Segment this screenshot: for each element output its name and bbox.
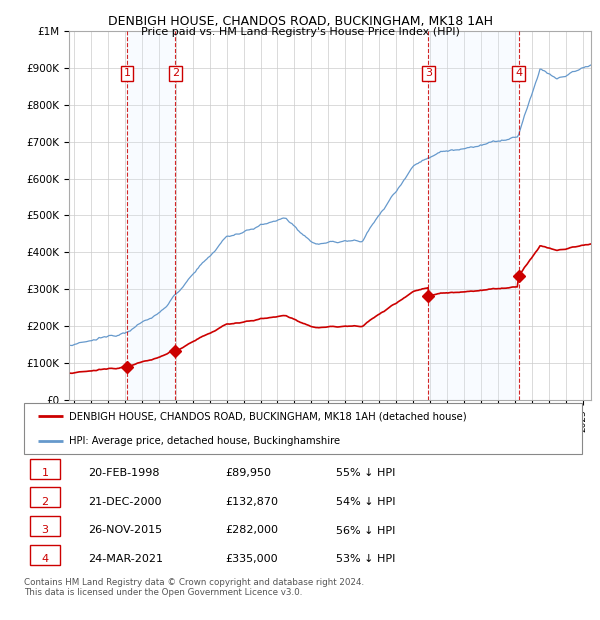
FancyBboxPatch shape <box>29 459 60 479</box>
Text: 56% ↓ HPI: 56% ↓ HPI <box>337 526 396 536</box>
Bar <box>428 31 518 400</box>
Text: £335,000: £335,000 <box>225 554 278 564</box>
FancyBboxPatch shape <box>29 545 60 565</box>
Text: Price paid vs. HM Land Registry's House Price Index (HPI): Price paid vs. HM Land Registry's House … <box>140 27 460 37</box>
Text: 4: 4 <box>41 554 49 564</box>
Text: £132,870: £132,870 <box>225 497 278 507</box>
Text: 1: 1 <box>41 468 49 478</box>
Text: HPI: Average price, detached house, Buckinghamshire: HPI: Average price, detached house, Buck… <box>68 436 340 446</box>
Text: Contains HM Land Registry data © Crown copyright and database right 2024.
This d: Contains HM Land Registry data © Crown c… <box>24 578 364 597</box>
Text: 2: 2 <box>172 68 179 78</box>
Text: 53% ↓ HPI: 53% ↓ HPI <box>337 554 396 564</box>
Text: 55% ↓ HPI: 55% ↓ HPI <box>337 468 396 478</box>
FancyBboxPatch shape <box>29 487 60 508</box>
Text: £89,950: £89,950 <box>225 468 271 478</box>
Text: 3: 3 <box>425 68 432 78</box>
Text: 21-DEC-2000: 21-DEC-2000 <box>88 497 161 507</box>
Text: 2: 2 <box>41 497 49 507</box>
FancyBboxPatch shape <box>29 516 60 536</box>
Text: 26-NOV-2015: 26-NOV-2015 <box>88 526 162 536</box>
Text: £282,000: £282,000 <box>225 526 278 536</box>
Text: 4: 4 <box>515 68 522 78</box>
Text: 3: 3 <box>41 526 49 536</box>
Bar <box>127 31 175 400</box>
Text: DENBIGH HOUSE, CHANDOS ROAD, BUCKINGHAM, MK18 1AH (detached house): DENBIGH HOUSE, CHANDOS ROAD, BUCKINGHAM,… <box>68 411 466 421</box>
Text: 24-MAR-2021: 24-MAR-2021 <box>88 554 163 564</box>
Text: 1: 1 <box>124 68 131 78</box>
Text: 54% ↓ HPI: 54% ↓ HPI <box>337 497 396 507</box>
FancyBboxPatch shape <box>24 403 582 454</box>
Text: 20-FEB-1998: 20-FEB-1998 <box>88 468 160 478</box>
Text: DENBIGH HOUSE, CHANDOS ROAD, BUCKINGHAM, MK18 1AH: DENBIGH HOUSE, CHANDOS ROAD, BUCKINGHAM,… <box>107 16 493 29</box>
